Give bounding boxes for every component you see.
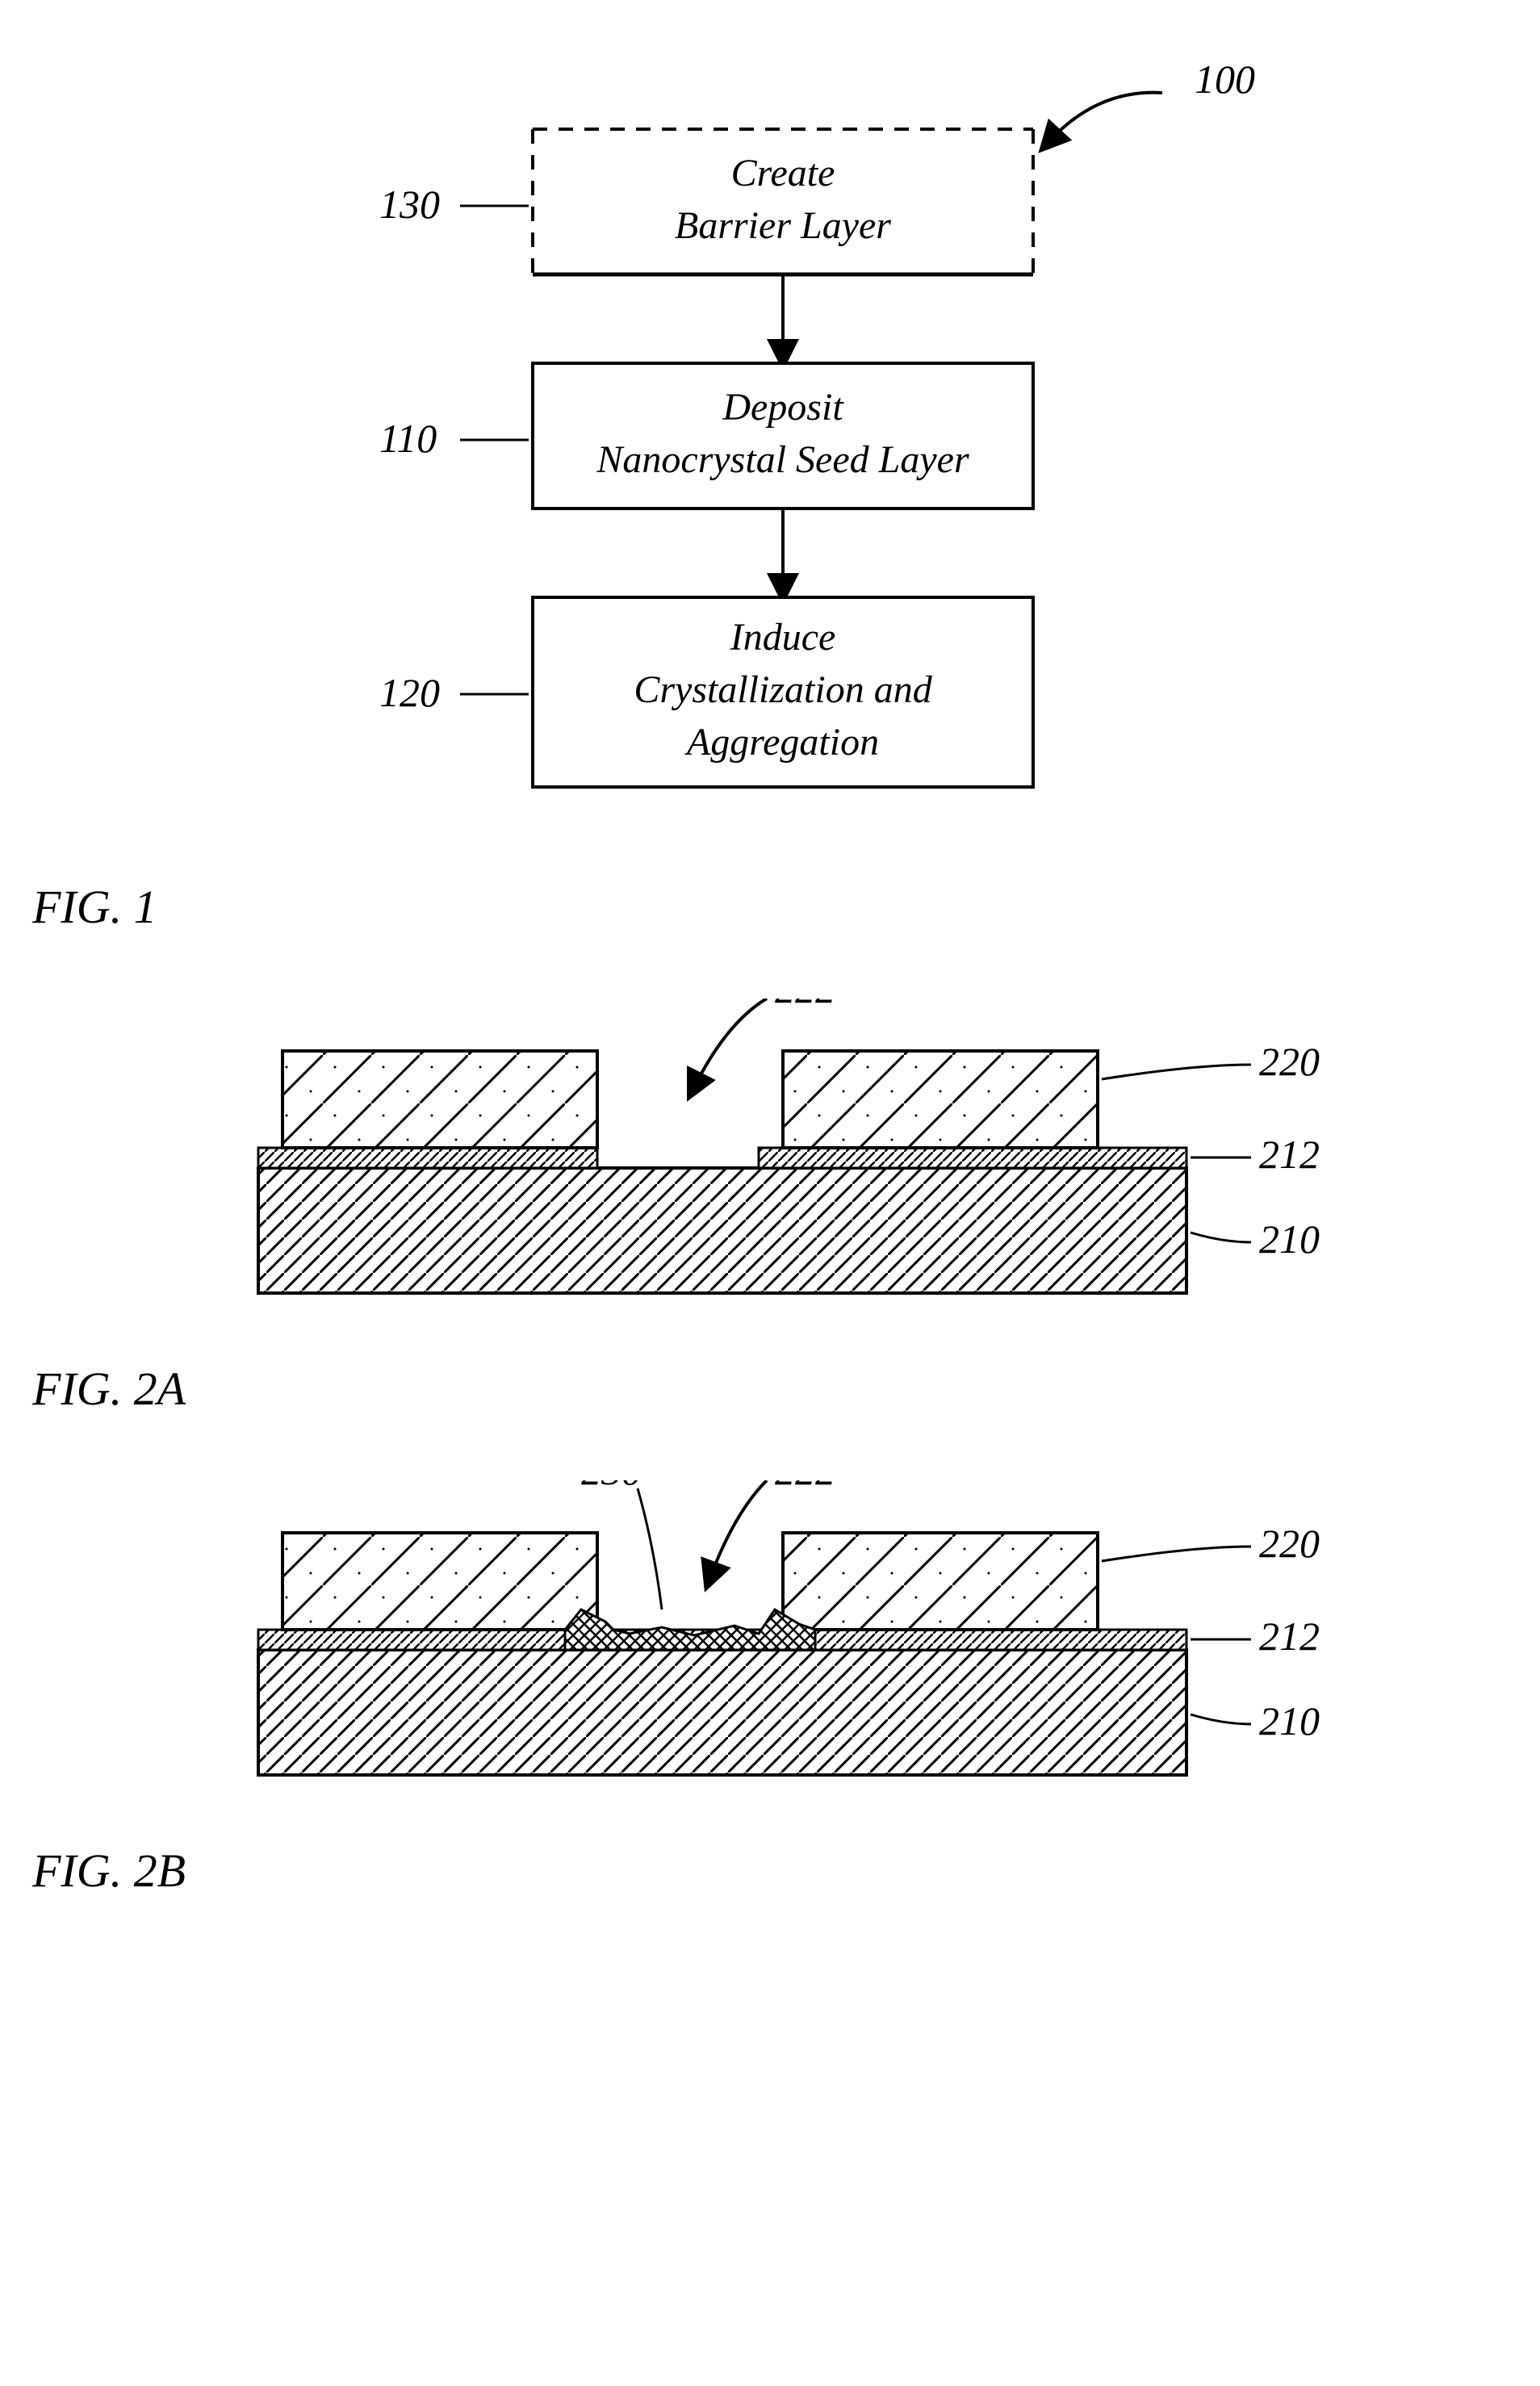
layer-210-b: [258, 1650, 1186, 1775]
callout-220-b: 220: [1259, 1521, 1320, 1566]
box-110-line2: Nanocrystal Seed Layer: [596, 438, 969, 481]
callout-210-b: 210: [1259, 1698, 1320, 1743]
layer-212-right: [759, 1148, 1186, 1168]
callout-212: 212: [1259, 1132, 1320, 1177]
box-130: Create Barrier Layer: [533, 129, 1033, 274]
callout-230: 230: [581, 1480, 642, 1493]
callout-210: 210: [1259, 1216, 1320, 1262]
layer-220-left: [282, 1051, 597, 1148]
callout-100: 100: [1195, 57, 1255, 102]
callout-110: 110: [379, 416, 437, 461]
layer-210: [258, 1168, 1186, 1293]
box-120-line1: Induce: [730, 616, 836, 659]
box-110: Deposit Nanocrystal Seed Layer: [533, 363, 1033, 509]
layer-220-left-b: [282, 1533, 597, 1630]
layer-220-right-b: [783, 1533, 1098, 1630]
callout-212-b: 212: [1259, 1614, 1320, 1659]
callout-130: 130: [379, 182, 440, 227]
fig1-diagram: 100 Create Barrier Layer 130 Deposit Nan…: [32, 48, 1485, 856]
fig2b-diagram: 230 222 220 212 210: [32, 1480, 1485, 1819]
fig2a-label: FIG. 2A: [32, 1362, 1508, 1416]
callout-120: 120: [379, 670, 440, 715]
fig1-label: FIG. 1: [32, 880, 1508, 934]
layer-212-left: [258, 1148, 597, 1168]
box-120-line2: Crystallization and: [634, 668, 932, 711]
fig2b-label: FIG. 2B: [32, 1844, 1508, 1898]
callout-222: 222: [775, 998, 835, 1011]
callout-222-b: 222: [775, 1480, 835, 1493]
box-120-line3: Aggregation: [684, 721, 879, 764]
box-120: Induce Crystallization and Aggregation: [533, 597, 1033, 787]
box-110-line1: Deposit: [722, 386, 844, 429]
fig2a-diagram: 222 220 212 210: [32, 998, 1485, 1337]
box-130-line1: Create: [731, 152, 835, 195]
box-130-line2: Barrier Layer: [675, 204, 891, 247]
layer-220-right: [783, 1051, 1098, 1148]
callout-220: 220: [1259, 1039, 1320, 1084]
